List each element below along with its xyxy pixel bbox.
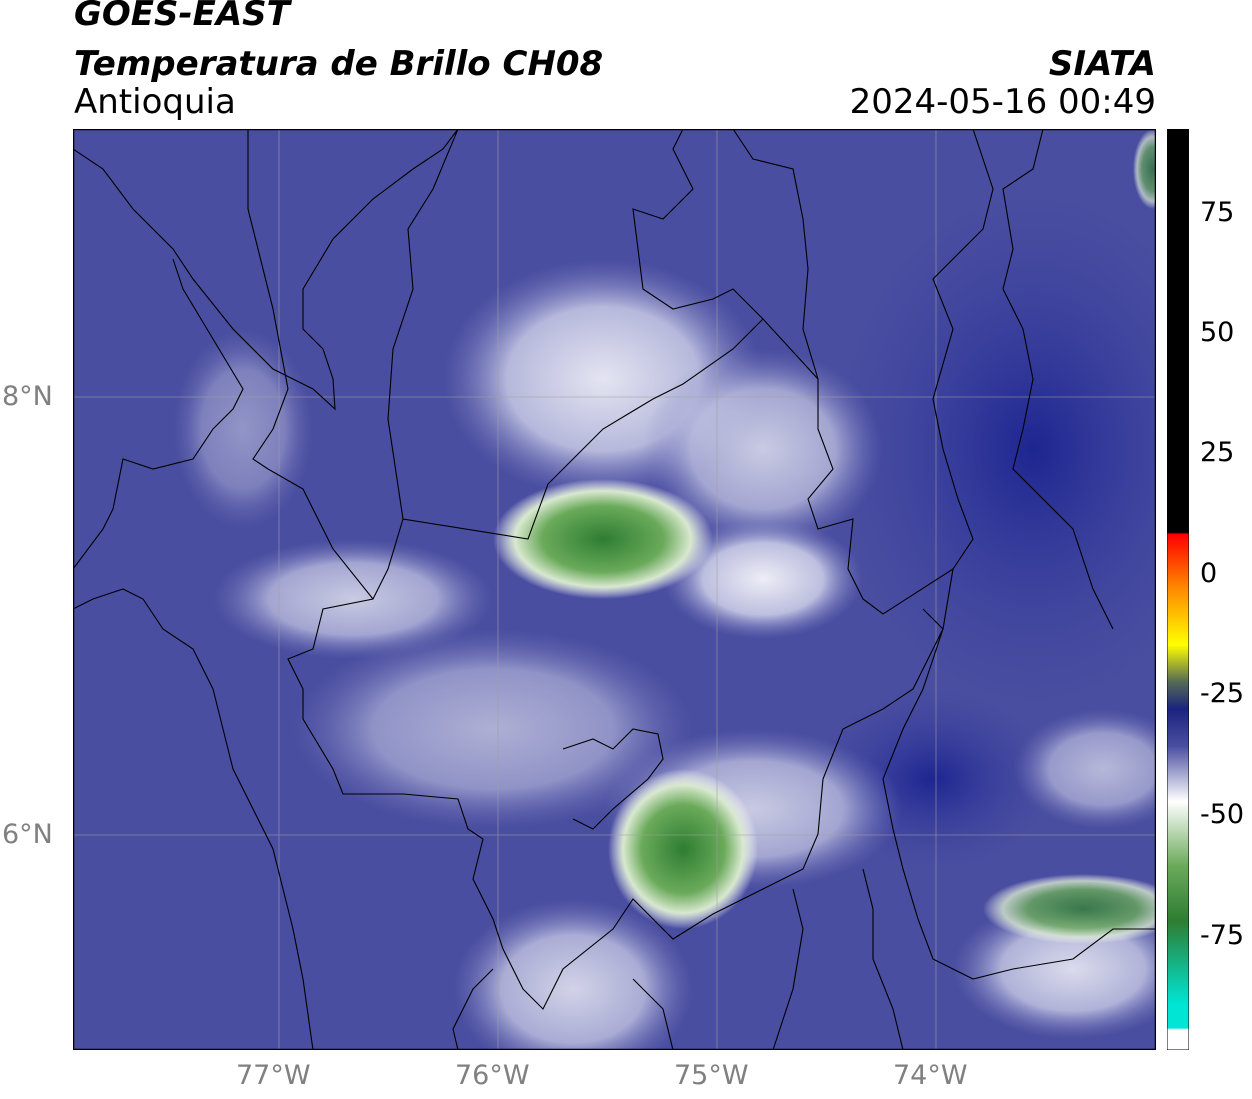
lon-label: 75°W [674, 1060, 749, 1091]
municipal-boundary [562, 728, 664, 830]
department-boundary [772, 888, 804, 1050]
department-boundary [632, 129, 764, 320]
coastline [73, 258, 244, 570]
department-boundary [632, 978, 674, 1050]
brightness-temperature-map [73, 129, 1156, 1050]
title-product: Temperatura de Brillo CH08 [74, 44, 604, 84]
department-boundary [862, 868, 904, 1050]
coastline [73, 129, 459, 411]
department-boundary [882, 568, 1156, 980]
title-satellite: GOES-EAST [74, 0, 290, 34]
convective-cell [493, 479, 713, 599]
convective-cell [983, 874, 1156, 944]
convective-cell [608, 769, 758, 929]
department-boundary [247, 129, 374, 600]
lon-label: 76°W [455, 1060, 530, 1091]
department-boundary [387, 129, 994, 615]
cloud-area [663, 519, 863, 639]
colorbar-tick: -50 [1200, 799, 1245, 830]
colorbar-tick: 50 [1200, 317, 1235, 348]
cloud-area [1013, 709, 1156, 829]
cold-region [833, 189, 1156, 709]
map-frame [73, 129, 1156, 1050]
lon-label: 74°W [893, 1060, 968, 1091]
colorbar-tick: 75 [1200, 197, 1235, 228]
organization-label: SIATA [1048, 44, 1156, 84]
cloud-area [643, 349, 883, 549]
title-region: Antioquia [74, 82, 236, 122]
timestamp-label: 2024-05-16 00:49 [849, 82, 1156, 122]
colorbar-tick: 25 [1200, 437, 1235, 468]
lon-label: 77°W [236, 1060, 311, 1091]
colorbar [1167, 129, 1189, 1050]
department-boundary [287, 518, 944, 1010]
colorbar-tick: 0 [1200, 558, 1218, 589]
colorbar-tick: -25 [1200, 678, 1245, 709]
department-boundary [1002, 129, 1114, 630]
cloud-area [173, 329, 313, 529]
convective-cell [1133, 129, 1156, 209]
colorbar-fill [1167, 129, 1189, 1050]
lat-label: 8°N [2, 381, 53, 412]
colorbar-tick: -75 [1200, 920, 1245, 951]
lat-label: 6°N [2, 819, 53, 850]
department-boundary [732, 129, 819, 380]
cloud-area [213, 539, 493, 659]
country-border [73, 588, 314, 1050]
cloud-area [293, 629, 693, 829]
department-boundary [452, 968, 494, 1050]
cloud-area [453, 899, 693, 1050]
